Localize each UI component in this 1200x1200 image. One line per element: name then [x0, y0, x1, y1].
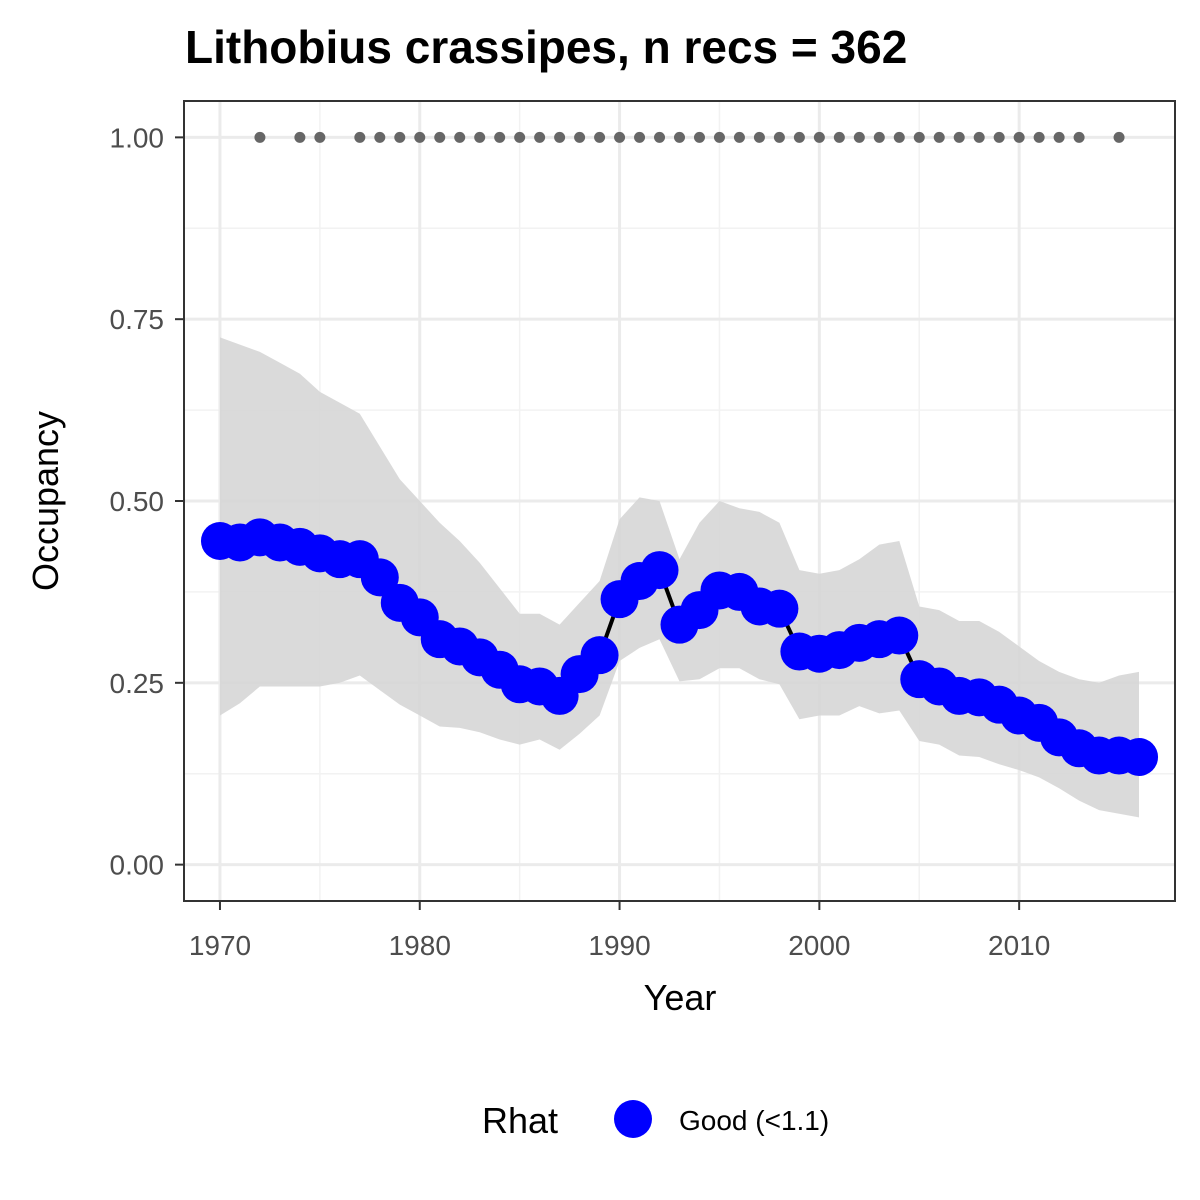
record-year-dot — [634, 131, 646, 143]
record-year-dot — [614, 131, 626, 143]
record-year-dot — [374, 131, 386, 143]
record-year-dot — [853, 131, 865, 143]
record-year-dot — [953, 131, 965, 143]
legend: Rhat Good (<1.1) — [482, 1100, 829, 1141]
occupancy-point — [580, 636, 619, 675]
record-year-dot — [1053, 131, 1065, 143]
y-tick-label: 1.00 — [110, 122, 165, 153]
record-year-dot — [554, 131, 566, 143]
record-year-dot — [414, 131, 426, 143]
record-year-dot — [534, 131, 546, 143]
y-tick-label: 0.50 — [110, 486, 165, 517]
record-year-dot — [973, 131, 985, 143]
x-tick-label: 1980 — [389, 930, 451, 961]
record-year-dot — [1033, 131, 1045, 143]
record-year-dot — [654, 131, 666, 143]
legend-label-good: Good (<1.1) — [679, 1105, 829, 1136]
legend-key-good — [614, 1100, 652, 1138]
record-year-dot — [394, 131, 406, 143]
y-axis-title: Occupancy — [25, 411, 66, 591]
record-year-dot — [753, 131, 765, 143]
record-year-dot — [793, 131, 805, 143]
chart-title: Lithobius crassipes, n recs = 362 — [185, 21, 907, 73]
record-year-dot — [294, 131, 306, 143]
x-tick-label: 1970 — [189, 930, 251, 961]
record-year-dot — [594, 131, 606, 143]
record-year-dot — [933, 131, 945, 143]
record-year-dot — [993, 131, 1005, 143]
record-year-dot — [693, 131, 705, 143]
occupancy-point — [360, 558, 399, 597]
occupancy-point — [640, 551, 679, 590]
occupancy-point — [760, 589, 799, 628]
record-year-dot — [833, 131, 845, 143]
record-year-dot — [494, 131, 506, 143]
record-year-dot — [1073, 131, 1085, 143]
y-tick-label: 0.00 — [110, 850, 165, 881]
record-year-dot — [873, 131, 885, 143]
record-year-dot — [454, 131, 466, 143]
occupancy-point — [880, 616, 919, 655]
x-tick-label: 2010 — [988, 930, 1050, 961]
record-year-dot — [1013, 131, 1025, 143]
record-year-dot — [514, 131, 526, 143]
x-axis-title: Year — [644, 977, 717, 1018]
record-year-dot — [913, 131, 925, 143]
record-year-dot — [773, 131, 785, 143]
y-tick-label: 0.25 — [110, 668, 165, 699]
record-year-dot — [674, 131, 685, 143]
record-year-dot — [893, 131, 905, 143]
record-year-dot — [314, 131, 326, 143]
record-year-dot — [813, 131, 825, 143]
credible-interval-ribbon — [220, 337, 1139, 818]
occupancy-points-layer — [200, 518, 1159, 776]
axes: 1970 1980 1990 2000 2010 0.00 0.25 0.50 0.75 1.00 — [110, 122, 1051, 961]
record-year-dot — [713, 131, 725, 143]
credible-interval-layer — [220, 337, 1139, 818]
record-year-dot — [254, 131, 266, 143]
record-year-dot — [434, 131, 446, 143]
record-year-dot — [354, 131, 366, 143]
record-dots-layer — [254, 131, 1125, 143]
y-tick-label: 0.75 — [110, 304, 165, 335]
occupancy-point — [1120, 738, 1159, 776]
x-tick-label: 2000 — [788, 930, 850, 961]
record-year-dot — [574, 131, 586, 143]
record-year-dot — [1113, 131, 1125, 143]
x-tick-label: 1990 — [588, 930, 650, 961]
record-year-dot — [733, 131, 745, 143]
legend-title: Rhat — [482, 1100, 558, 1141]
record-year-dot — [474, 131, 486, 143]
